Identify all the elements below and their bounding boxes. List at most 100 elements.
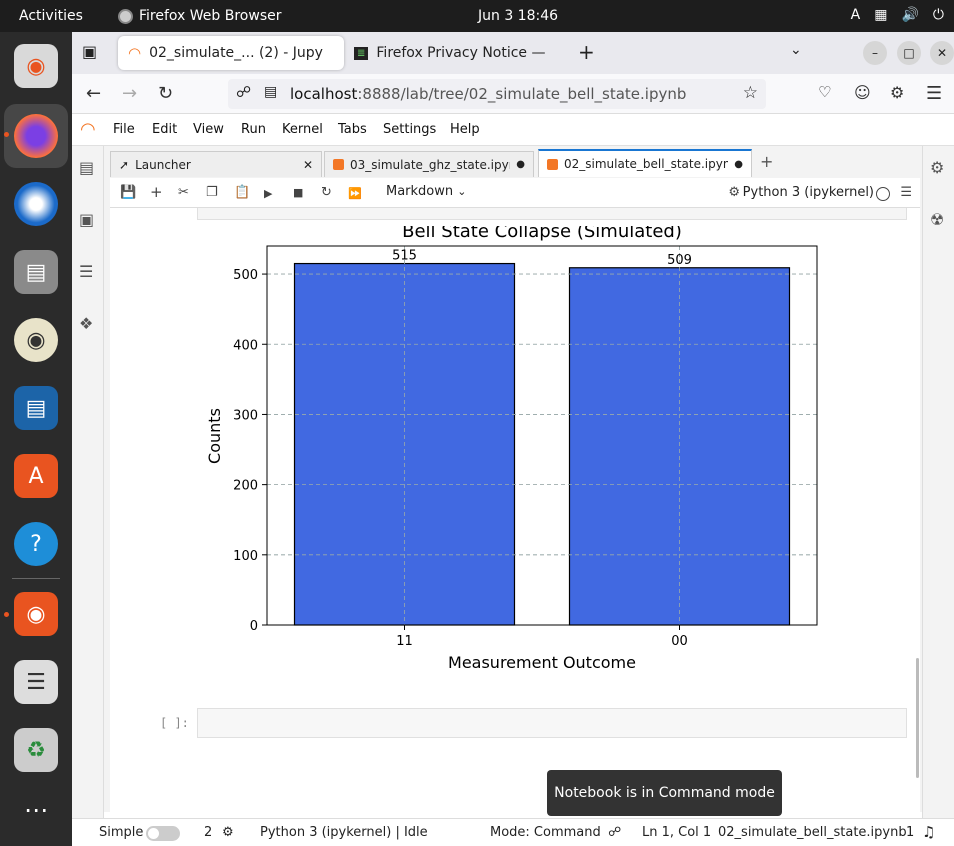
property-inspector-icon[interactable]: ⚙ xyxy=(930,158,945,177)
ubuntu-icon[interactable]: ◉ xyxy=(14,592,58,636)
app-menu[interactable]: Firefox Web Browser xyxy=(118,8,282,24)
command-mode-toast: Notebook is in Command mode xyxy=(547,770,782,816)
toolbar-menu-icon[interactable]: ☰ xyxy=(900,185,912,200)
trash-icon[interactable]: ♻ xyxy=(14,728,58,772)
close-tab-icon[interactable]: ✕ xyxy=(302,157,313,172)
extensions-icon[interactable]: ⚙ xyxy=(890,83,905,102)
extension-manager-icon[interactable]: ❖ xyxy=(79,314,94,333)
file-browser-icon[interactable]: ▤ xyxy=(79,158,95,177)
kernel-status-text[interactable]: Python 3 (ipykernel) | Idle xyxy=(260,825,428,840)
menu-help[interactable]: Help xyxy=(450,122,480,137)
url-text[interactable]: localhost:8888/lab/tree/02_simulate_bell… xyxy=(290,85,686,103)
browser-tab-privacy[interactable]: ≣ Firefox Privacy Notice — xyxy=(344,36,570,70)
table-of-contents-icon[interactable]: ☰ xyxy=(79,262,94,281)
firefox-dock-icon[interactable] xyxy=(14,114,58,158)
main-dock-panel: ➚ Launcher ✕ 03_simulate_ghz_state.ipyn … xyxy=(104,146,922,812)
pocket-icon[interactable]: ♡ xyxy=(818,83,832,101)
y-tick-label: 0 xyxy=(250,619,258,634)
kernel-name[interactable]: Python 3 (ipykernel) xyxy=(742,185,874,200)
tab-ghz-notebook[interactable]: 03_simulate_ghz_state.ipyn ● xyxy=(324,151,534,177)
files-icon[interactable]: ▤ xyxy=(14,250,58,294)
y-tick-label: 300 xyxy=(233,408,258,423)
y-axis-label: Counts xyxy=(205,408,224,464)
trust-shield-icon[interactable]: ☍ xyxy=(608,825,622,840)
tab-list-chevron-icon[interactable]: ⌄ xyxy=(790,42,802,58)
tab-overview-icon[interactable]: ▣ xyxy=(82,42,98,61)
app-center-icon[interactable]: A xyxy=(14,454,58,498)
close-window-button[interactable]: ✕ xyxy=(930,41,954,65)
account-icon[interactable]: ☺ xyxy=(854,83,871,102)
run-icon[interactable]: ▶ xyxy=(264,187,273,200)
cell-type-select[interactable]: Markdown ⌄ xyxy=(386,184,467,199)
site-info-icon[interactable]: ☍ xyxy=(236,83,252,101)
menu-kernel[interactable]: Kernel xyxy=(282,122,323,137)
show-apps-icon[interactable]: ⋯ xyxy=(24,796,48,824)
menu-settings[interactable]: Settings xyxy=(383,122,437,137)
reload-icon[interactable]: ↻ xyxy=(158,83,174,104)
left-sidebar: ▤ ▣ ☰ ❖ xyxy=(72,146,104,846)
notification-count[interactable]: 1 xyxy=(906,825,915,840)
firefox-window: ▣ ◠ 02_simulate_... (2) - Jupy ≣ Firefox… xyxy=(72,32,954,846)
plot-frame xyxy=(266,245,818,626)
forward-icon[interactable]: → xyxy=(122,83,138,104)
jupyterlab-app: ◠ File Edit View Run Kernel Tabs Setting… xyxy=(72,114,954,846)
save-icon[interactable]: 💾 xyxy=(120,185,137,200)
bell-icon[interactable]: ♫ xyxy=(922,823,936,841)
insert-cell-icon[interactable]: + xyxy=(150,183,163,201)
libreoffice-writer-icon[interactable]: ▤ xyxy=(14,386,58,430)
stop-icon[interactable]: ■ xyxy=(293,186,304,199)
terminal-icon[interactable]: ⚙ xyxy=(222,825,234,840)
dock: ◉ ▤ ◉ ▤ A ? ◉ ☰ ♻ ⋯ xyxy=(0,32,72,846)
text-editor-icon[interactable]: ☰ xyxy=(14,660,58,704)
disk-usage-icon[interactable]: ◉ xyxy=(14,44,58,88)
activities-button[interactable]: Activities xyxy=(19,8,83,24)
notebook-scrollbar[interactable] xyxy=(916,658,919,778)
terminals-count[interactable]: 2 xyxy=(204,825,213,840)
unsaved-dot-icon[interactable]: ● xyxy=(516,159,525,170)
restart-icon[interactable]: ↻ xyxy=(321,185,332,200)
unsaved-dot-icon[interactable]: ● xyxy=(734,158,743,170)
menu-tabs[interactable]: Tabs xyxy=(338,122,367,137)
menu-icon[interactable]: ☰ xyxy=(926,83,943,104)
back-icon[interactable]: ← xyxy=(86,83,102,104)
minimize-button[interactable]: – xyxy=(863,41,887,65)
input-indicator[interactable]: A xyxy=(850,7,861,23)
cursor-position[interactable]: Ln 1, Col 1 xyxy=(642,825,712,840)
bookmark-star-icon[interactable]: ☆ xyxy=(742,83,758,103)
page-icon: ▤ xyxy=(264,84,278,100)
empty-code-cell[interactable] xyxy=(197,708,907,738)
jupyter-logo-icon: ◠ xyxy=(80,119,96,140)
menu-run[interactable]: Run xyxy=(241,122,266,137)
help-icon[interactable]: ? xyxy=(14,522,58,566)
rhythmbox-icon[interactable]: ◉ xyxy=(14,318,58,362)
restart-run-all-icon[interactable]: ⏩ xyxy=(348,187,362,200)
clock[interactable]: Jun 3 18:46 xyxy=(478,8,559,24)
browser-tab-jupyter[interactable]: ◠ 02_simulate_... (2) - Jupy xyxy=(118,36,344,70)
menu-edit[interactable]: Edit xyxy=(152,122,178,137)
menu-view[interactable]: View xyxy=(193,122,224,137)
thunderbird-icon[interactable] xyxy=(14,182,58,226)
cell-type-value: Markdown xyxy=(386,184,454,199)
system-tray[interactable]: A ▦ 🔊 ⏻ xyxy=(851,7,944,23)
tab-title: 02_simulate_bell_state.ipyn xyxy=(564,157,729,171)
power-icon[interactable]: ⏻ xyxy=(932,7,944,23)
network-icon[interactable]: ▦ xyxy=(874,7,888,23)
copy-icon[interactable]: ❐ xyxy=(206,185,218,200)
url-bar[interactable]: ☍ ▤ localhost:8888/lab/tree/02_simulate_… xyxy=(228,79,766,109)
maximize-button[interactable]: □ xyxy=(897,41,921,65)
new-tab-button[interactable]: + xyxy=(578,40,595,64)
tab-bell-notebook[interactable]: 02_simulate_bell_state.ipyn ● xyxy=(538,149,752,177)
running-kernels-icon[interactable]: ▣ xyxy=(79,210,95,229)
url-host: localhost xyxy=(290,85,358,103)
volume-icon[interactable]: 🔊 xyxy=(901,7,919,23)
paste-icon[interactable]: 📋 xyxy=(234,185,251,200)
cut-icon[interactable]: ✂ xyxy=(178,185,189,200)
new-launcher-button[interactable]: + xyxy=(760,152,774,171)
previous-cell[interactable] xyxy=(197,208,907,220)
tab-launcher[interactable]: ➚ Launcher ✕ xyxy=(110,151,322,177)
menu-file[interactable]: File xyxy=(113,122,135,137)
simple-mode-toggle[interactable] xyxy=(146,826,180,841)
debugger-panel-icon[interactable]: ☢ xyxy=(930,210,945,229)
debugger-icon[interactable]: ⚙ xyxy=(728,185,740,200)
chart-bars xyxy=(293,262,791,626)
